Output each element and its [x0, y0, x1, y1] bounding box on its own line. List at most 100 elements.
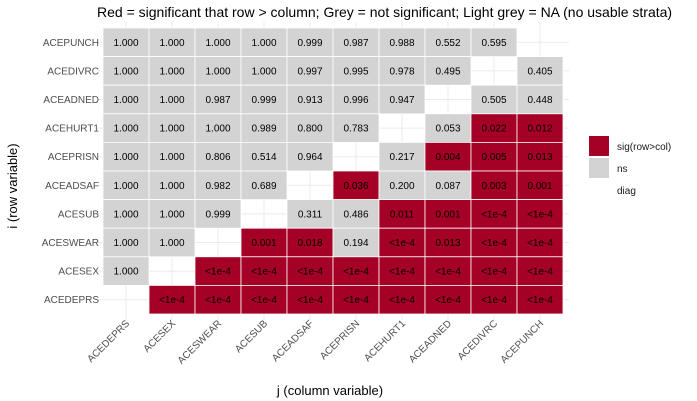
heatmap-cell [332, 113, 380, 143]
cell-value-label: 1.000 [159, 66, 184, 77]
cell-value-label: <1e-4 [481, 238, 507, 249]
heatmap-cell [194, 199, 242, 229]
chart-title: Red = significant that row > column; Gre… [97, 4, 672, 20]
heatmap-cell [194, 141, 242, 172]
cell-value-label: 0.013 [435, 238, 460, 249]
row-tick-label: ACESWEAR [42, 238, 99, 249]
cell-value-label: 0.200 [389, 181, 414, 192]
heatmap-cell [470, 284, 518, 315]
heatmap-cell [332, 170, 380, 201]
cell-value-label: 0.913 [297, 95, 322, 106]
column-tick-label: ACEDIVRC [456, 318, 500, 362]
row-tick-label: ACEADNED [43, 95, 99, 106]
heatmap-cell [240, 113, 288, 143]
cell-value-label: 0.999 [205, 209, 230, 220]
cell-value-label: 0.806 [205, 152, 230, 163]
cell-value-label: 1.000 [159, 238, 184, 249]
column-tick-label: ACEHURT1 [362, 318, 408, 364]
cell-value-label: <1e-4 [297, 267, 323, 278]
cell-value-label: 1.000 [113, 38, 138, 49]
heatmap-cell [286, 284, 334, 315]
heatmap-cell [286, 84, 334, 115]
cell-value-label: 1.000 [113, 152, 138, 163]
column-tick-label: ACESWEAR [176, 318, 224, 366]
cell-value-label: 0.036 [343, 181, 368, 192]
row-tick-label: ACESEX [58, 267, 99, 278]
cell-value-label: <1e-4 [205, 267, 231, 278]
heatmap-cell [516, 170, 564, 201]
cell-value-label: <1e-4 [435, 295, 461, 306]
x-axis-title: j (column variable) [276, 383, 383, 398]
column-tick-label: ACEDEPRS [85, 318, 132, 365]
heatmap-cell [424, 227, 472, 258]
heatmap-cell [516, 199, 564, 229]
heatmap-cell [332, 256, 380, 286]
cell-value-label: 1.000 [205, 124, 230, 135]
cell-value-label: <1e-4 [527, 209, 553, 220]
cell-value-label: <1e-4 [481, 295, 507, 306]
column-tick-label: ACEADNED [407, 318, 454, 365]
cell-value-label: <1e-4 [389, 267, 415, 278]
cell-value-label: 0.217 [389, 152, 414, 163]
cell-value-label: <1e-4 [297, 295, 323, 306]
cell-value-label: 0.947 [389, 95, 414, 106]
heatmap-cell [424, 284, 472, 315]
cell-value-label: 0.978 [389, 66, 414, 77]
heatmap-cell [102, 141, 150, 172]
cell-value-label: 0.999 [251, 95, 276, 106]
cell-value-label: 1.000 [113, 66, 138, 77]
cell-value-label: 0.800 [297, 124, 322, 135]
cell-value-label: 0.012 [527, 124, 552, 135]
cell-value-label: 0.053 [435, 124, 460, 135]
heatmap-cell [286, 27, 334, 58]
legend-label-sig: sig(row>col) [617, 142, 671, 153]
cell-value-label: 1.000 [113, 181, 138, 192]
heatmap-cell [286, 227, 334, 258]
heatmap-cell [424, 141, 472, 172]
cell-value-label: 1.000 [113, 267, 138, 278]
heatmap-cell [194, 113, 242, 143]
heatmap-cell [424, 256, 472, 286]
heatmap-cell [286, 199, 334, 229]
cell-value-label: 1.000 [113, 238, 138, 249]
cell-value-label: 1.000 [113, 124, 138, 135]
cell-value-label: 1.000 [205, 38, 230, 49]
cell-value-label: 0.005 [481, 152, 506, 163]
heatmap-cell [516, 56, 564, 86]
heatmap-cell [516, 84, 564, 115]
heatmap-cell [516, 256, 564, 286]
heatmap-cell [194, 170, 242, 201]
cell-value-label: 0.982 [205, 181, 230, 192]
cell-value-label: 1.000 [159, 95, 184, 106]
cell-value-label: <1e-4 [343, 267, 369, 278]
heatmap-cell [332, 227, 380, 258]
cell-value-label: <1e-4 [481, 267, 507, 278]
cell-value-label: 0.505 [481, 95, 506, 106]
cell-value-label: <1e-4 [343, 295, 369, 306]
cell-value-label: 0.964 [297, 152, 322, 163]
cell-value-label: 0.988 [389, 38, 414, 49]
cell-value-label: 0.405 [527, 66, 552, 77]
column-tick-label: ACESEX [142, 318, 179, 355]
cell-value-label: 0.995 [343, 66, 368, 77]
cell-value-label: 1.000 [113, 209, 138, 220]
heatmap-cell [378, 170, 426, 201]
cell-value-label: 1.000 [113, 95, 138, 106]
column-tick-label: ACEPUNCH [499, 318, 546, 365]
heatmap-cell [102, 56, 150, 86]
heatmap-cell [378, 227, 426, 258]
heatmap-cell [240, 227, 288, 258]
cell-value-label: 1.000 [205, 66, 230, 77]
row-tick-label: ACEPUNCH [43, 38, 99, 49]
legend-swatch-ns [589, 158, 609, 178]
cell-value-label: 0.011 [390, 209, 415, 220]
row-tick-label: ACEHURT1 [45, 124, 99, 135]
row-tick-label: ACEDIVRC [47, 66, 99, 77]
cell-value-label: <1e-4 [251, 267, 277, 278]
heatmap-cell [240, 27, 288, 58]
cell-value-label: 0.486 [343, 209, 368, 220]
column-tick-label: ACESUB [233, 318, 270, 355]
cell-value-label: 0.448 [527, 95, 552, 106]
row-tick-labels: ACEPUNCH ACEDIVRC ACEADNED ACEHURT1 ACEPRISN… [42, 38, 100, 306]
